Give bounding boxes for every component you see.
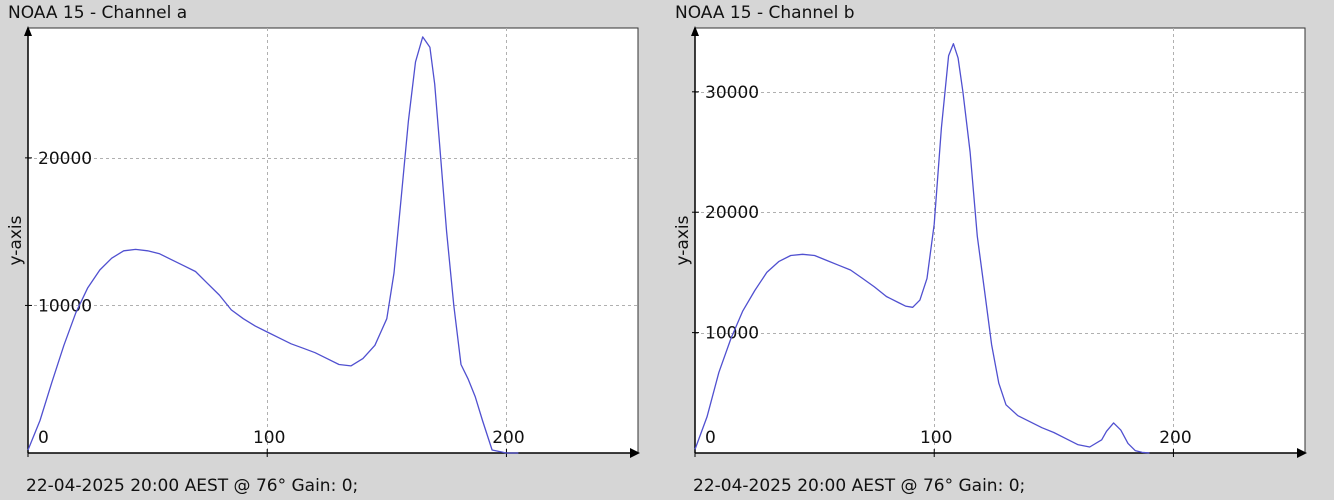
series-line <box>27 36 519 454</box>
series-line <box>694 43 1150 454</box>
x-tick-label: 200 <box>1159 428 1191 448</box>
x-axis-arrow <box>630 448 640 458</box>
x-tick-label: 0 <box>705 428 716 448</box>
y-tick-label: 10000 <box>38 296 92 316</box>
chart-footer: 22-04-2025 20:00 AEST @ 76° Gain: 0; <box>26 476 359 496</box>
y-axis-arrow <box>24 26 32 36</box>
chart-panel-channel-b: NOAA 15 - Channel b 0 100 200 10000 20000 300… <box>667 0 1334 500</box>
chart-plot-channel-a: 0 100 200 10000 20000 y-axis <box>6 26 640 458</box>
y-tick-label: 20000 <box>705 203 759 223</box>
plot-area <box>694 27 1306 454</box>
y-axis-arrow <box>691 26 699 36</box>
plot-area <box>27 27 639 454</box>
y-tick-label: 30000 <box>705 83 759 103</box>
x-tick-label: 100 <box>253 428 285 448</box>
chart-panel-channel-a: NOAA 15 - Channel a 0 100 200 10000 20000 y-a… <box>6 3 640 496</box>
chart-title: NOAA 15 - Channel a <box>8 3 188 23</box>
x-tick-label: 100 <box>920 428 952 448</box>
chart-plot-channel-b: 0 100 200 10000 20000 30000 y-axis <box>673 26 1307 458</box>
x-tick-label: 0 <box>38 428 49 448</box>
chart-footer: 22-04-2025 20:00 AEST @ 76° Gain: 0; <box>693 476 1026 496</box>
x-tick-label: 200 <box>492 428 524 448</box>
chart-title: NOAA 15 - Channel b <box>675 3 855 23</box>
y-axis-label: y-axis <box>6 215 26 265</box>
y-axis-label: y-axis <box>673 215 693 265</box>
x-axis-arrow <box>1297 448 1307 458</box>
y-tick-label: 10000 <box>705 324 759 344</box>
y-tick-label: 20000 <box>38 149 92 169</box>
